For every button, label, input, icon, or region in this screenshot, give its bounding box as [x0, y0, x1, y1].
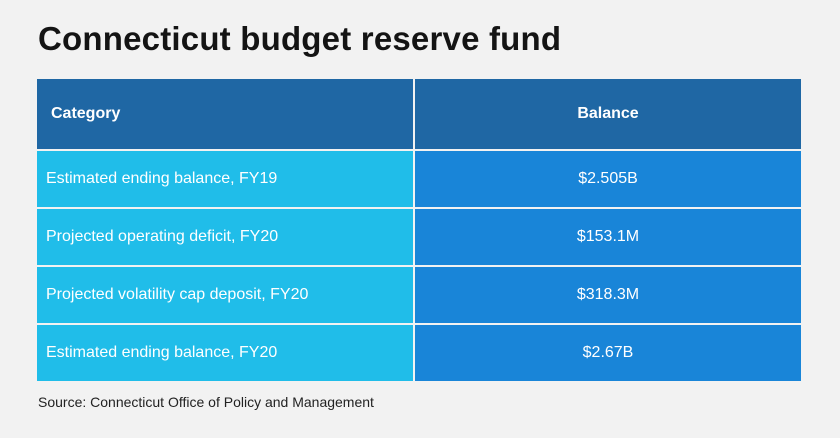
header-category: Category: [37, 79, 413, 149]
balance-cell: $318.3M: [415, 267, 801, 323]
balance-cell: $2.67B: [415, 325, 801, 381]
balance-cell: $153.1M: [415, 209, 801, 265]
header-balance: Balance: [415, 79, 801, 149]
category-cell: Estimated ending balance, FY19: [37, 151, 413, 207]
table-header-row: Category Balance: [37, 79, 801, 149]
page-title: Connecticut budget reserve fund: [38, 20, 562, 57]
table-row: Estimated ending balance, FY19 $2.505B: [37, 151, 801, 207]
table-row: Projected volatility cap deposit, FY20 $…: [37, 267, 801, 323]
category-cell: Projected operating deficit, FY20: [37, 209, 413, 265]
category-cell: Projected volatility cap deposit, FY20: [37, 267, 413, 323]
reserve-fund-table: Category Balance Estimated ending balanc…: [37, 79, 801, 383]
category-cell: Estimated ending balance, FY20: [37, 325, 413, 381]
table-row: Projected operating deficit, FY20 $153.1…: [37, 209, 801, 265]
balance-cell: $2.505B: [415, 151, 801, 207]
source-note: Source: Connecticut Office of Policy and…: [38, 394, 374, 410]
table-row: Estimated ending balance, FY20 $2.67B: [37, 325, 801, 381]
